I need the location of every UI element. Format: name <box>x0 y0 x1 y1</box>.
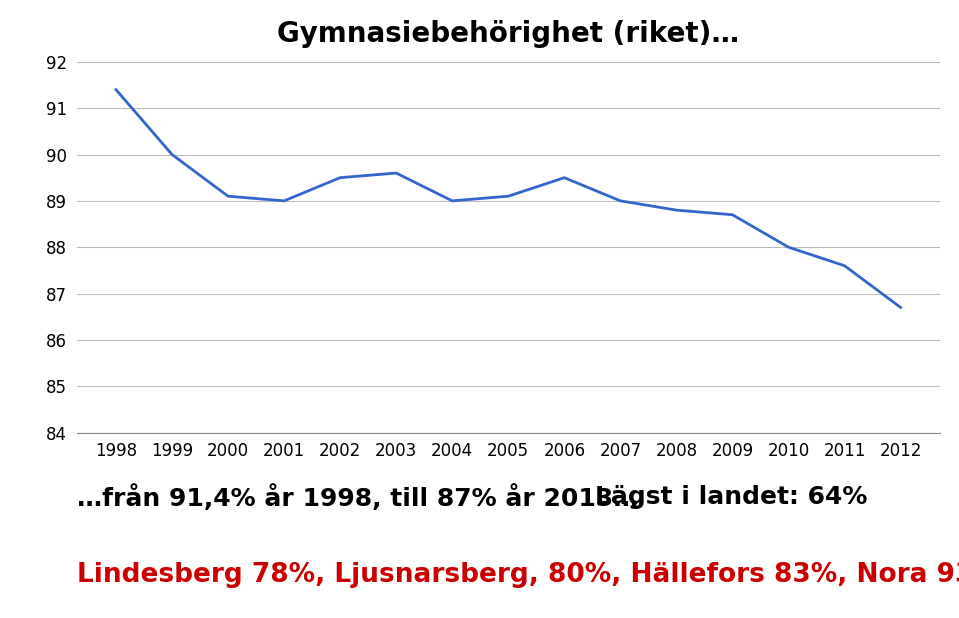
Text: Lindesberg 78%, Ljusnarsberg, 80%, Hällefors 83%, Nora 93%: Lindesberg 78%, Ljusnarsberg, 80%, Hälle… <box>77 562 959 588</box>
Text: …från 91,4% år 1998, till 87% år 2013…: …från 91,4% år 1998, till 87% år 2013… <box>77 484 638 511</box>
Text: Lägst i landet: 64%: Lägst i landet: 64% <box>595 486 867 509</box>
Title: Gymnasiebehörighet (riket)…: Gymnasiebehörighet (riket)… <box>277 20 739 48</box>
